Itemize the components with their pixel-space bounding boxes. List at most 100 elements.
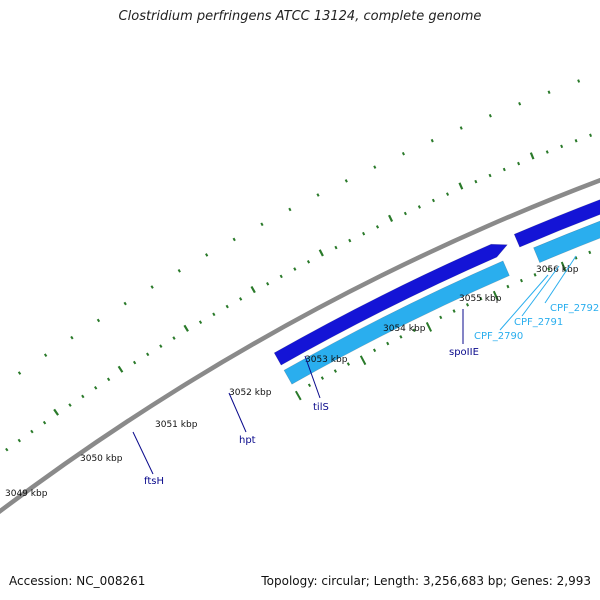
outer-tick-mark (146, 352, 150, 357)
outer-tick-mark (172, 336, 176, 340)
outer-tick-dot (96, 318, 101, 323)
gene-label: ftsH (144, 476, 164, 487)
outer-tick-mark (388, 214, 394, 222)
scale-tick (492, 290, 499, 301)
gene-label: CPF_2791 (514, 317, 563, 328)
scale-tick (425, 322, 433, 332)
outer-tick-mark (502, 167, 506, 172)
outer-tick-mark (589, 133, 593, 138)
kbp-label: 3050 kbp (80, 454, 123, 464)
outer-tick-mark (94, 386, 98, 390)
gene-leader-line (132, 431, 154, 475)
kbp-label: 3056 kbp (536, 265, 579, 275)
gene-label: spoIIE (449, 347, 479, 358)
outer-tick-dot (373, 165, 377, 169)
outer-tick-mark (306, 260, 311, 264)
scale-tick (399, 335, 403, 339)
outer-tick-mark (488, 173, 492, 178)
reverse-gene-block (283, 260, 510, 385)
outer-tick-mark (375, 225, 380, 229)
scale-tick (333, 369, 337, 373)
scale-tick (506, 284, 510, 289)
outer-tick-dot (488, 113, 492, 118)
gene-leader-line (304, 355, 321, 399)
outer-tick-dot (401, 151, 405, 156)
gene-leader-line (521, 265, 560, 317)
outer-tick-dot (344, 179, 348, 183)
kbp-label: 3049 kbp (5, 489, 48, 499)
outer-tick-mark (545, 150, 549, 154)
reverse-gene-block (533, 220, 600, 263)
outer-tick-mark (458, 182, 464, 190)
scale-tick (294, 390, 302, 401)
gene-label: tilS (313, 402, 329, 413)
scale-tick (307, 383, 312, 388)
outer-tick-dot (43, 353, 48, 358)
outer-tick-mark (560, 144, 564, 149)
outer-tick-dot (430, 138, 434, 143)
outer-tick-dot (70, 335, 74, 340)
outer-tick-mark (17, 438, 21, 443)
scale-tick (372, 348, 377, 353)
outer-tick-mark (30, 429, 34, 434)
outer-tick-mark (529, 152, 535, 160)
scale-tick (439, 315, 443, 320)
outer-tick-dot (205, 253, 209, 257)
outer-tick-mark (293, 267, 297, 271)
outer-tick-dot (577, 79, 581, 83)
outer-tick-mark (183, 324, 189, 332)
gene-leader-line (544, 255, 577, 304)
gene-label: CPF_2790 (474, 331, 523, 342)
backbone-ring (0, 177, 600, 515)
scale-tick (465, 303, 470, 307)
kbp-label: 3053 kbp (305, 355, 348, 365)
outer-tick-mark (417, 205, 421, 209)
kbp-label: 3051 kbp (155, 420, 198, 430)
outer-tick-mark (159, 344, 163, 348)
kbp-label: 3052 kbp (229, 388, 272, 398)
outer-tick-dot (288, 207, 292, 212)
outer-tick-dot (260, 222, 264, 227)
outer-tick-mark (574, 139, 578, 143)
outer-tick-dot (547, 90, 551, 94)
outer-tick-mark (81, 394, 85, 399)
outer-tick-dot (232, 237, 236, 242)
outer-tick-mark (106, 377, 111, 382)
map-title: Clostridium perfringens ATCC 13124, comp… (118, 9, 482, 24)
scale-tick (412, 328, 416, 333)
scale-tick (479, 296, 483, 301)
outer-tick-dot (17, 371, 22, 375)
outer-tick-mark (53, 408, 60, 416)
outer-tick-mark (239, 297, 243, 301)
topology-label: Topology: circular; Length: 3,256,683 bp… (261, 574, 591, 588)
outer-tick-dot (123, 301, 127, 306)
forward-gene-arrow (513, 199, 600, 248)
accession-label: Accession: NC_008261 (9, 574, 146, 588)
outer-tick-mark (334, 245, 338, 250)
outer-tick-dot (177, 269, 181, 273)
forward-gene-arrow (273, 243, 508, 366)
outer-tick-mark (250, 285, 256, 294)
outer-tick-mark (225, 304, 229, 309)
scale-tick (359, 355, 367, 366)
outer-tick-dot (150, 285, 154, 289)
outer-tick-mark (42, 420, 47, 425)
outer-tick-mark (446, 192, 450, 196)
scale-tick (386, 341, 390, 346)
outer-tick-mark (517, 161, 521, 166)
outer-tick-mark (266, 282, 270, 286)
gene-leader-line (499, 274, 549, 331)
gene-label: hpt (239, 435, 256, 446)
outer-tick-mark (474, 179, 478, 184)
outer-tick-mark (348, 238, 352, 243)
kbp-label: 3054 kbp (383, 324, 426, 334)
outer-tick-mark (212, 312, 216, 317)
outer-tick-mark (318, 249, 324, 257)
gene-label: CPF_2792 (550, 303, 599, 314)
scale-tick (547, 267, 551, 271)
outer-tick-dot (518, 102, 522, 106)
scale-tick (560, 261, 567, 272)
outer-tick-mark (117, 365, 124, 373)
outer-tick-mark (198, 320, 203, 324)
scale-tick (588, 250, 592, 255)
